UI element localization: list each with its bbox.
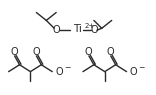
Text: O: O — [10, 47, 18, 57]
Text: O: O — [106, 47, 114, 57]
Text: O: O — [52, 25, 60, 35]
Text: O: O — [85, 47, 92, 57]
Text: O: O — [32, 47, 40, 57]
Text: 2+: 2+ — [85, 23, 95, 29]
Text: O: O — [130, 67, 137, 77]
Text: O: O — [90, 25, 98, 35]
Text: −: − — [64, 63, 71, 72]
Text: Ti: Ti — [73, 24, 81, 34]
Text: −: − — [139, 63, 145, 72]
Text: O: O — [55, 67, 63, 77]
